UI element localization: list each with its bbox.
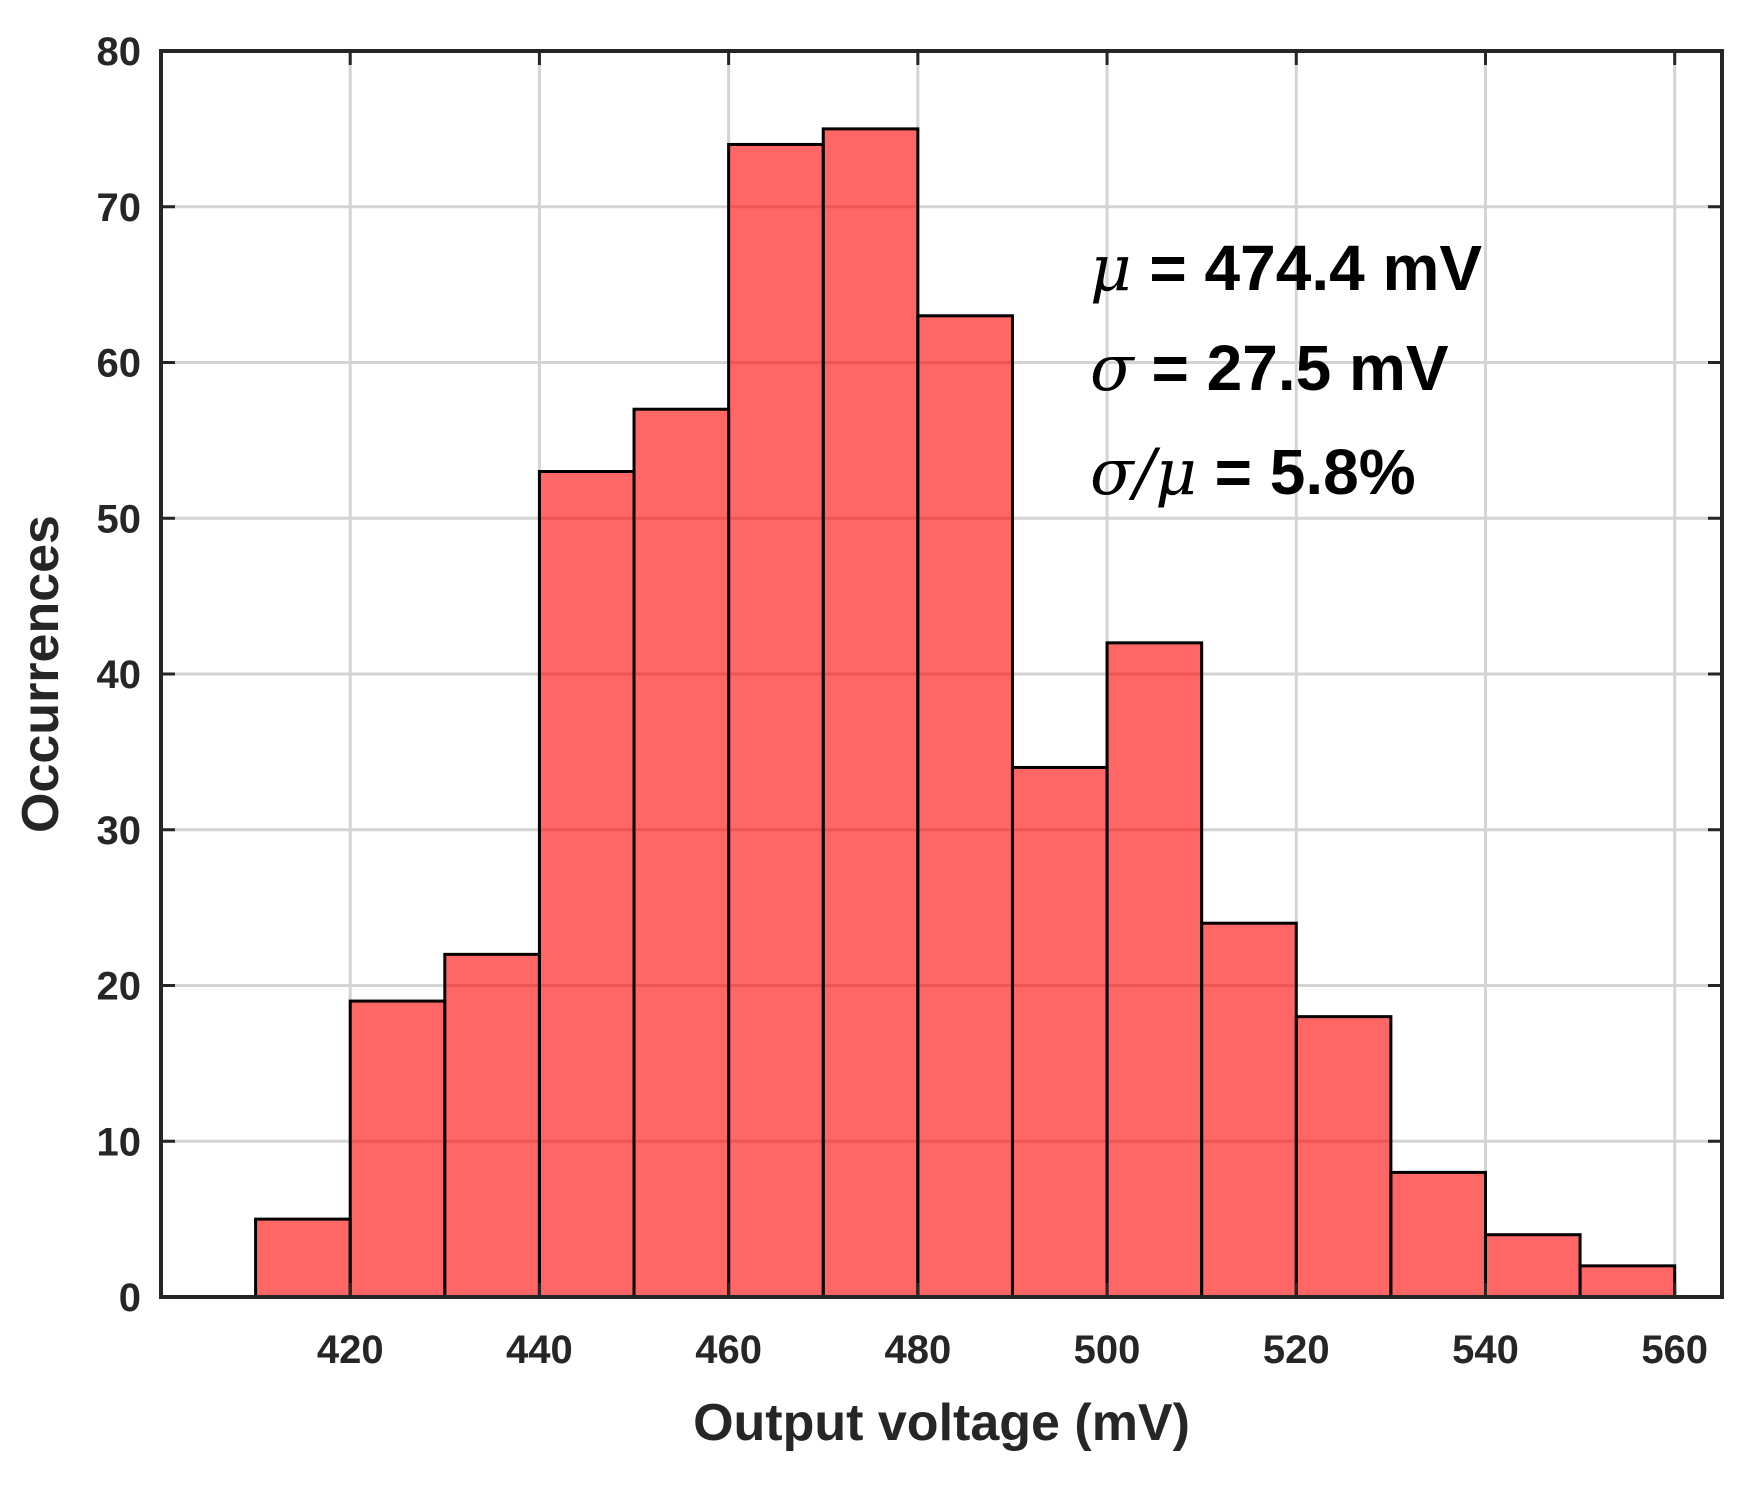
- histogram-bar: [821, 127, 920, 1299]
- y-tick-label: 60: [97, 342, 142, 386]
- y-tick-label: 50: [97, 497, 142, 541]
- stat-symbol: μ: [1090, 232, 1132, 306]
- x-tick-label: 440: [506, 1328, 573, 1372]
- x-axis-label: Output voltage (mV): [693, 1394, 1190, 1452]
- histogram-bar: [916, 314, 1014, 1299]
- y-tick-label: 20: [97, 965, 142, 1009]
- axis-ticks: [161, 49, 1722, 1299]
- histogram-bar: [727, 142, 825, 1299]
- x-tick-label: 500: [1074, 1328, 1141, 1372]
- y-tick-label: 0: [119, 1276, 141, 1320]
- stat-annotation: σ = 27.5 mV: [1090, 332, 1449, 406]
- x-tick-label: 480: [884, 1328, 951, 1372]
- histogram-bars: [254, 127, 1677, 1299]
- y-tick-label: 70: [97, 186, 142, 230]
- x-tick-label: 540: [1452, 1328, 1519, 1372]
- x-tick-label: 460: [695, 1328, 762, 1372]
- y-tick-labels: 0 10 20 30 40 50 60 70 80: [97, 30, 142, 1320]
- histogram-bar: [632, 407, 731, 1299]
- histogram-bar: [443, 952, 541, 1299]
- stat-symbol: σ/μ: [1090, 436, 1197, 510]
- y-tick-label: 40: [97, 653, 142, 697]
- histogram-bar: [348, 999, 447, 1299]
- histogram-bar: [537, 470, 636, 1299]
- stat-annotation: σ/μ = 5.8%: [1090, 436, 1416, 510]
- stats-annotations: μ = 474.4 mV σ = 27.5 mV σ/μ = 5.8%: [1090, 232, 1482, 510]
- histogram-bar: [1389, 1170, 1487, 1299]
- stat-symbol: σ: [1090, 332, 1136, 406]
- histogram-bar: [1483, 1233, 1582, 1299]
- x-tick-label: 560: [1641, 1328, 1708, 1372]
- y-tick-label: 30: [97, 809, 142, 853]
- x-tick-label: 520: [1263, 1328, 1330, 1372]
- stat-value: = 5.8%: [1197, 436, 1416, 508]
- x-tick-label: 420: [317, 1328, 384, 1372]
- stat-value: = 474.4 mV: [1132, 232, 1483, 304]
- histogram-bar: [1200, 921, 1298, 1299]
- y-tick-label: 10: [97, 1120, 142, 1164]
- histogram-bar: [1010, 765, 1109, 1299]
- stat-annotation: μ = 474.4 mV: [1090, 232, 1482, 306]
- histogram-bar: [254, 1217, 352, 1299]
- y-tick-label: 80: [97, 30, 142, 74]
- y-axis-label: Occurrences: [12, 515, 70, 833]
- histogram-bar: [1105, 641, 1204, 1299]
- histogram-bar: [1578, 1264, 1677, 1299]
- x-tick-labels: 420 440 460 480 500 520 540 560: [317, 1328, 1708, 1372]
- stat-value: = 27.5 mV: [1134, 332, 1449, 404]
- histogram-bar: [1294, 1015, 1393, 1299]
